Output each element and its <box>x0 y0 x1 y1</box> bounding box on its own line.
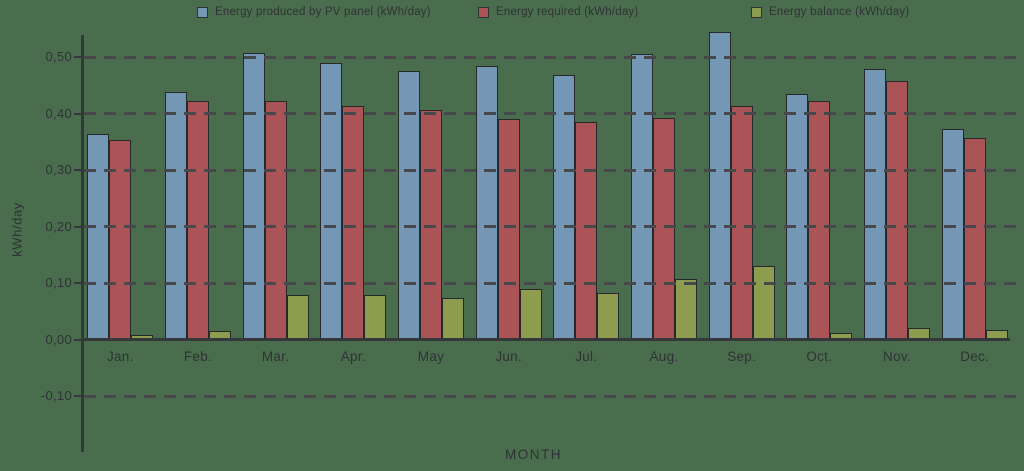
legend-label: Energy produced by PV panel (kWh/day) <box>215 6 431 18</box>
gridline <box>84 55 1024 59</box>
x-tick-label: Oct. <box>806 349 833 364</box>
x-tick-label: Sep. <box>727 349 757 364</box>
gridline <box>84 168 1024 172</box>
bar-jun-series2 <box>519 288 542 340</box>
legend-label: Energy required (kWh/day) <box>496 6 639 18</box>
y-axis-line <box>81 35 84 452</box>
bar-jan-series0 <box>87 134 110 340</box>
y-tick-label: -0,10 <box>40 388 72 403</box>
y-tick-label: 0,00 <box>45 331 72 347</box>
x-axis-title: MONTH <box>505 447 562 462</box>
x-tick-label: Aug. <box>649 349 679 364</box>
bar-mar-series0 <box>242 52 265 340</box>
bar-feb-series0 <box>165 92 187 340</box>
x-tick-label: Dec. <box>960 349 990 364</box>
y-tick-mark <box>74 112 81 115</box>
legend-item-series2: Energy balance (kWh/day) <box>751 6 909 18</box>
bar-jun-series1 <box>497 119 520 340</box>
legend-swatch-icon <box>478 6 489 18</box>
y-tick-mark <box>74 282 81 284</box>
legend-label: Energy balance (kWh/day) <box>769 6 910 18</box>
bar-jun-series0 <box>475 65 498 340</box>
legend-swatch-icon <box>197 6 208 18</box>
legend-item-series0: Energy produced by PV panel (kWh/day) <box>197 6 431 18</box>
x-tick-label: Jun. <box>495 349 523 364</box>
y-tick-mark <box>74 56 81 58</box>
x-tick-label: Mar. <box>261 349 290 364</box>
x-tick-label: Feb. <box>183 349 213 364</box>
bar-aug-series2 <box>675 279 697 340</box>
bar-sep-series0 <box>708 31 731 340</box>
bar-sep-series1 <box>730 105 753 340</box>
bar-jul-series1 <box>575 122 598 340</box>
x-tick-label: May <box>417 349 445 364</box>
bar-aug-series0 <box>631 54 653 340</box>
bar-feb-series1 <box>187 101 209 340</box>
y-axis-title: kWh/day <box>9 202 25 257</box>
y-tick-mark <box>74 395 81 397</box>
bar-apr-series2 <box>364 294 387 340</box>
gridline <box>84 112 1024 115</box>
y-tick-label: 0,30 <box>45 162 72 177</box>
bar-aug-series1 <box>653 118 675 340</box>
x-tick-label: Apr. <box>340 349 366 364</box>
y-tick-label: 0,50 <box>45 49 72 64</box>
bar-mar-series2 <box>286 295 309 340</box>
bar-sep-series2 <box>752 266 775 340</box>
y-tick-label: 0,10 <box>45 275 72 290</box>
legend-swatch-icon <box>751 6 762 18</box>
bar-jul-series2 <box>597 293 620 340</box>
y-tick-label: 0,40 <box>45 105 72 121</box>
gridline <box>84 394 1024 398</box>
gridline <box>84 225 1024 228</box>
y-tick-label: 0,20 <box>45 218 72 234</box>
gridline <box>84 281 1024 285</box>
legend-item-series1: Energy required (kWh/day) <box>478 6 638 18</box>
bar-oct-series0 <box>786 94 809 340</box>
x-axis-zero-line <box>84 338 1010 341</box>
bar-may-series2 <box>442 298 464 340</box>
x-tick-label: Jan. <box>106 349 134 364</box>
x-tick-label: Nov. <box>883 349 911 364</box>
bar-nov-series0 <box>864 69 886 340</box>
x-tick-label: Jul. <box>575 349 598 364</box>
bar-dec-series0 <box>941 128 964 340</box>
bar-oct-series1 <box>808 101 831 340</box>
y-tick-mark <box>74 225 81 228</box>
bar-nov-series1 <box>886 80 908 340</box>
bar-apr-series0 <box>320 62 343 340</box>
y-tick-mark <box>74 338 81 341</box>
y-tick-mark <box>74 169 81 171</box>
bar-mar-series1 <box>264 100 287 340</box>
bar-apr-series1 <box>342 106 365 340</box>
